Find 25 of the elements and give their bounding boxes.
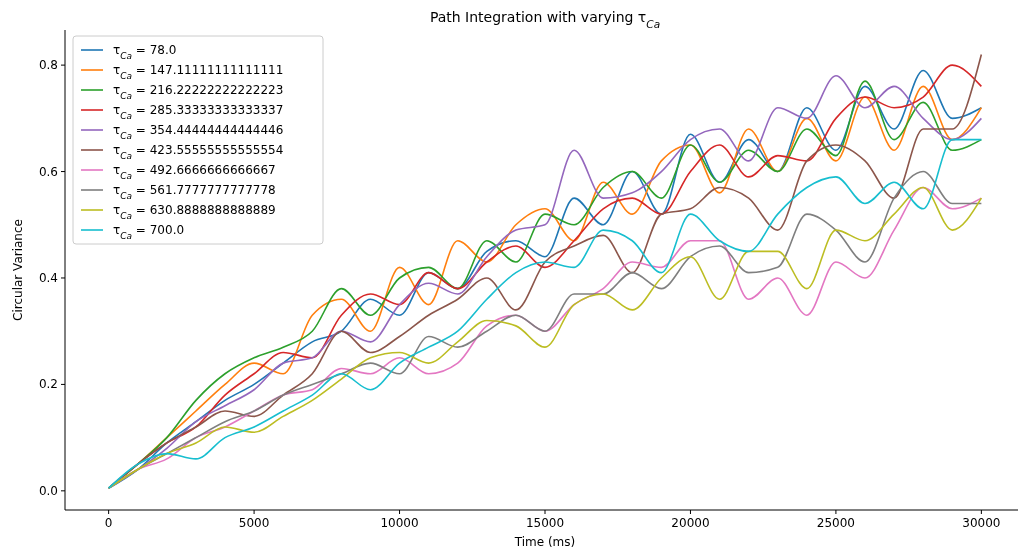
x-tick-label: 30000 [962,516,1001,530]
x-tick-label: 0 [104,516,113,530]
x-axis-title: Time (ms) [513,535,576,549]
y-tick-label: 0.0 [38,483,58,498]
legend-label: τ$_{Ca}$ = 354.44444444444446 [113,123,284,141]
legend-label: τ$_{Ca}$ = 423.55555555555554 [113,143,284,161]
x-tick-label: 15000 [525,516,565,530]
y-tick-label: 0.2 [38,377,58,392]
legend-label: τ$_{Ca}$ = 216.22222222222223 [113,83,284,101]
x-tick-label: 20000 [671,516,710,530]
chart-title: Path Integration with varying τ$_{Ca}$ [429,9,661,30]
x-tick-label: 25000 [816,516,855,530]
y-tick-label: 0.8 [38,58,58,73]
legend-label: τ$_{Ca}$ = 78.0 [113,43,177,61]
legend-label: τ$_{Ca}$ = 492.6666666666667 [113,163,276,181]
x-tick-label: 5000 [238,516,270,530]
legend-label: τ$_{Ca}$ = 147.11111111111111 [113,63,284,81]
legend-label: τ$_{Ca}$ = 630.8888888888889 [113,203,276,221]
y-tick-label: 0.4 [38,270,58,285]
x-tick-label: 10000 [380,516,419,530]
legend-label: τ$_{Ca}$ = 285.33333333333337 [113,103,284,121]
legend-label: τ$_{Ca}$ = 561.7777777777778 [113,183,276,201]
y-tick-label: 0.6 [38,164,58,179]
y-axis-title: Circular Variance [11,219,25,321]
legend-label: τ$_{Ca}$ = 700.0 [113,223,185,241]
